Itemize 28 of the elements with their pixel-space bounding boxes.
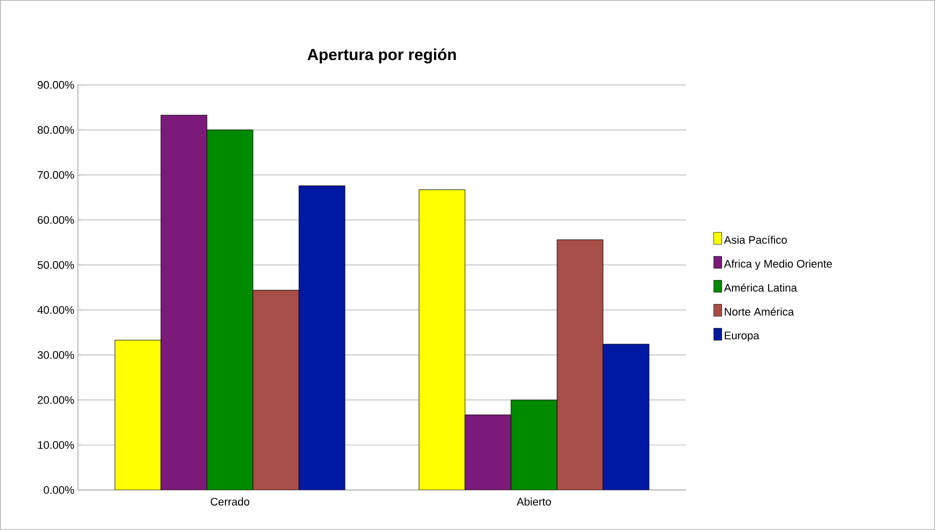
legend-label: Asia Pacífico — [724, 236, 787, 244]
legend-label: Africa y Medio Oriente — [724, 260, 832, 270]
y-tick-label: 30.00% — [38, 351, 74, 359]
y-tick-label: 70.00% — [38, 171, 74, 179]
y-tick-label: 10.00% — [38, 441, 74, 449]
legend-label: Norte América — [724, 308, 794, 316]
bar — [252, 290, 300, 490]
y-tick-label: 60.00% — [38, 216, 74, 224]
x-tick-label: Cerrado — [210, 498, 250, 506]
bar — [510, 400, 558, 490]
y-tick-label: 40.00% — [37, 306, 74, 314]
y-tick-label: 50.00% — [38, 261, 74, 269]
legend-label: Europa — [724, 332, 760, 342]
bar — [464, 414, 512, 490]
y-tick-label: 0.00% — [44, 486, 74, 494]
bar — [298, 186, 346, 490]
legend-label: América Latina — [724, 284, 798, 292]
x-tick-label: Abierto — [516, 498, 551, 506]
y-tick-label: 90.00% — [38, 81, 74, 89]
chart-title: Apertura por región — [308, 48, 456, 64]
bar — [602, 344, 650, 490]
bar — [160, 114, 208, 490]
bar — [556, 240, 604, 490]
y-tick-label: 80.00% — [38, 126, 74, 134]
bar — [206, 130, 254, 490]
bar — [114, 340, 162, 490]
y-tick-label: 20.00% — [38, 396, 74, 404]
bar — [418, 190, 466, 490]
